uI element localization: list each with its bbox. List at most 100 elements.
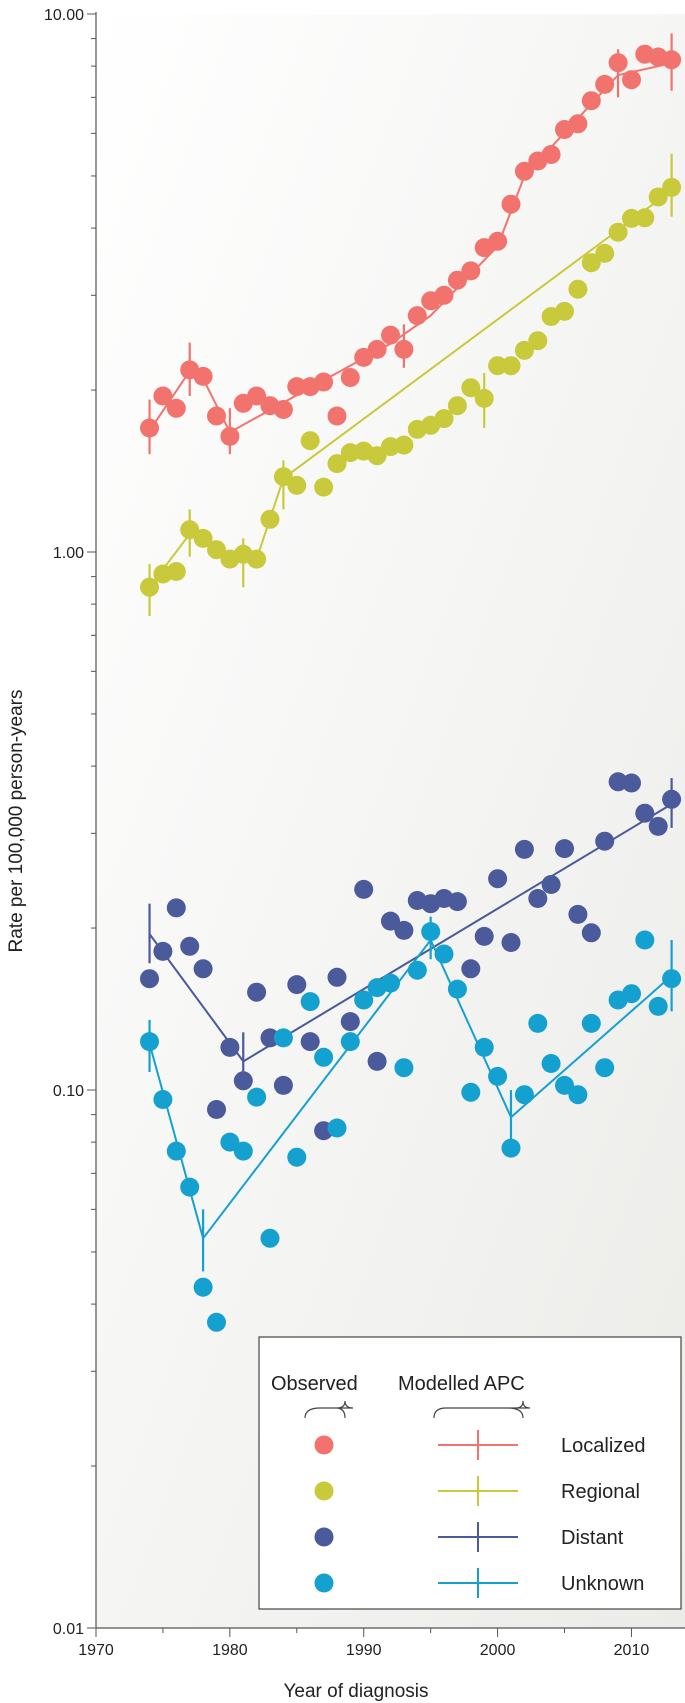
observed-point-localized bbox=[140, 418, 159, 438]
observed-point-unknown bbox=[233, 1141, 253, 1161]
observed-point-regional bbox=[648, 187, 668, 207]
x-tick-label: 1970 bbox=[78, 1642, 114, 1659]
observed-point-regional bbox=[327, 454, 347, 474]
observed-point-distant bbox=[327, 967, 347, 987]
observed-point-localized bbox=[622, 70, 641, 90]
observed-point-regional bbox=[474, 388, 494, 408]
observed-point-localized bbox=[367, 339, 387, 359]
observed-point-unknown bbox=[247, 1087, 267, 1107]
observed-point-regional bbox=[622, 208, 641, 228]
observed-point-regional bbox=[140, 577, 159, 597]
observed-point-unknown bbox=[340, 1032, 360, 1052]
observed-point-distant bbox=[233, 1071, 253, 1091]
observed-point-regional bbox=[528, 331, 548, 351]
observed-point-unknown bbox=[555, 1075, 574, 1095]
legend-label-localized: Localized bbox=[561, 1435, 646, 1457]
observed-point-distant bbox=[394, 920, 414, 940]
observed-point-localized bbox=[461, 261, 481, 281]
observed-point-unknown bbox=[648, 996, 668, 1016]
observed-point-distant bbox=[287, 975, 307, 995]
observed-point-localized bbox=[247, 386, 267, 406]
observed-point-regional bbox=[247, 549, 267, 569]
observed-point-unknown bbox=[595, 1058, 615, 1078]
observed-point-localized bbox=[541, 145, 561, 164]
observed-point-distant bbox=[662, 789, 682, 809]
observed-point-unknown bbox=[260, 1228, 280, 1248]
observed-point-regional bbox=[662, 177, 682, 197]
observed-point-localized bbox=[193, 366, 213, 386]
observed-point-distant bbox=[166, 898, 186, 918]
observed-point-localized bbox=[273, 400, 293, 419]
observed-point-localized bbox=[327, 406, 347, 426]
observed-point-localized bbox=[581, 91, 601, 111]
observed-point-unknown bbox=[568, 1085, 588, 1105]
axes: 0.01 0.10 1.00 10.00 1970 1980 1990 2000 2010 bbox=[44, 7, 685, 1659]
observed-point-distant bbox=[488, 869, 508, 889]
observed-point-distant bbox=[273, 1075, 293, 1095]
observed-point-localized bbox=[568, 114, 588, 134]
observed-point-regional bbox=[447, 396, 467, 416]
y-axis-title: Rate per 100,000 person-years bbox=[6, 690, 27, 953]
observed-point-regional bbox=[260, 509, 280, 529]
observed-point-distant bbox=[381, 911, 400, 931]
observed-point-unknown bbox=[581, 1013, 601, 1033]
observed-point-regional bbox=[394, 435, 414, 455]
legend-marker-localized bbox=[314, 1435, 334, 1455]
legend-label-regional: Regional bbox=[561, 1481, 640, 1503]
legend-marker-distant bbox=[314, 1527, 334, 1547]
observed-point-regional bbox=[461, 378, 481, 398]
y-tick-label: 0.10 bbox=[53, 1083, 84, 1100]
observed-point-localized bbox=[407, 306, 427, 326]
observed-point-regional bbox=[166, 562, 186, 581]
observed-point-distant bbox=[193, 959, 213, 979]
observed-point-regional bbox=[434, 409, 454, 429]
observed-point-unknown bbox=[635, 930, 655, 950]
observed-point-distant bbox=[340, 1012, 360, 1032]
legend-modelled-brace bbox=[433, 1400, 531, 1419]
observed-point-distant bbox=[461, 959, 481, 979]
observed-point-unknown bbox=[287, 1147, 307, 1167]
observed-point-distant bbox=[501, 933, 521, 952]
observed-point-unknown bbox=[514, 1085, 534, 1105]
observed-point-distant bbox=[207, 1100, 226, 1119]
observed-point-distant bbox=[648, 816, 668, 836]
y-tick-label: 10.00 bbox=[44, 7, 84, 24]
observed-point-distant bbox=[140, 969, 159, 989]
observed-point-unknown bbox=[407, 960, 427, 980]
observed-point-localized bbox=[501, 194, 521, 214]
observed-point-distant bbox=[635, 803, 655, 823]
observed-point-unknown bbox=[622, 984, 641, 1004]
observed-point-unknown bbox=[354, 990, 374, 1010]
observed-point-regional bbox=[608, 222, 628, 242]
observed-point-distant bbox=[581, 923, 601, 943]
legend-observed-header: Observed bbox=[271, 1373, 358, 1395]
observed-point-localized bbox=[153, 386, 173, 406]
observed-point-unknown bbox=[207, 1312, 226, 1332]
observed-point-unknown bbox=[528, 1013, 548, 1033]
observed-point-localized bbox=[488, 231, 508, 251]
observed-point-regional bbox=[193, 528, 213, 548]
x-tick-label: 1990 bbox=[346, 1642, 382, 1659]
legend-marker-unknown bbox=[314, 1573, 334, 1593]
observed-point-regional bbox=[300, 431, 320, 451]
observed-point-unknown bbox=[153, 1090, 173, 1109]
observed-point-unknown bbox=[314, 1047, 334, 1067]
observed-point-unknown bbox=[193, 1277, 213, 1297]
observed-point-regional bbox=[635, 208, 655, 228]
observed-point-localized bbox=[207, 406, 226, 426]
observed-point-distant bbox=[367, 1051, 387, 1071]
observed-point-distant bbox=[568, 904, 588, 924]
observed-point-localized bbox=[314, 372, 334, 392]
observed-point-unknown bbox=[180, 1177, 200, 1197]
observed-point-distant bbox=[555, 839, 574, 859]
observed-point-regional bbox=[367, 446, 387, 466]
observed-point-regional bbox=[555, 301, 574, 321]
observed-point-localized bbox=[340, 368, 360, 387]
legend-observed-brace bbox=[304, 1400, 354, 1419]
observed-point-unknown bbox=[220, 1132, 240, 1152]
observed-point-unknown bbox=[166, 1141, 186, 1161]
observed-point-distant bbox=[260, 1028, 280, 1048]
legend: Observed Modelled APC Localized Regional D… bbox=[258, 1336, 682, 1610]
observed-point-unknown bbox=[327, 1118, 347, 1138]
